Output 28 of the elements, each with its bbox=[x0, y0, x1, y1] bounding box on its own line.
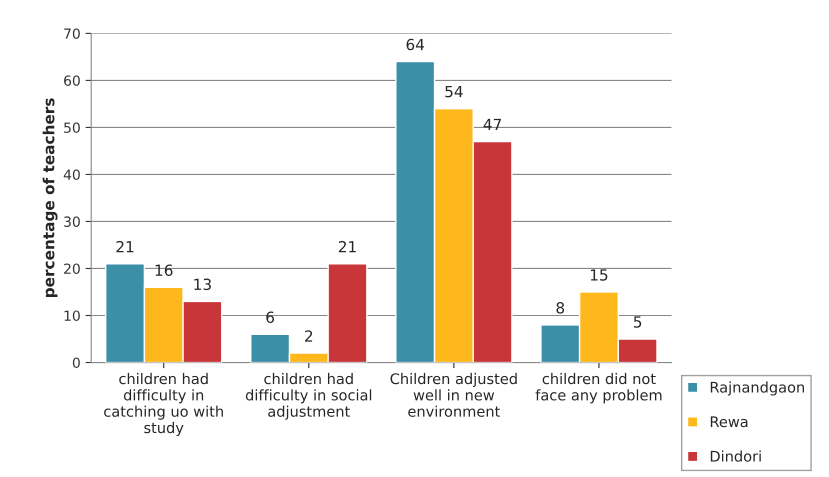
data-label: 16 bbox=[156, 264, 172, 276]
data-label: 5 bbox=[634, 316, 642, 328]
y-axis-title: percentage of teachers bbox=[42, 98, 58, 298]
legend-label: Dindori bbox=[710, 450, 761, 462]
data-label: 21 bbox=[116, 240, 134, 252]
y-tick-label: 0 bbox=[72, 357, 80, 368]
data-label: 47 bbox=[484, 118, 501, 130]
x-tick-label: Children adjusted well in new environment bbox=[390, 372, 517, 417]
y-tick-label: 20 bbox=[64, 263, 80, 274]
data-label: 54 bbox=[445, 86, 463, 98]
x-tick-label: children did not face any problem bbox=[536, 372, 662, 404]
legend-label: Rewa bbox=[710, 416, 748, 428]
data-label: 8 bbox=[556, 302, 564, 314]
data-label: 21 bbox=[338, 240, 356, 252]
x-tick-label: children had difficulty in catching uo with study bbox=[104, 372, 223, 436]
data-label: 13 bbox=[194, 278, 211, 290]
legend-label: Rajnandgaon bbox=[710, 381, 804, 396]
y-tick-label: 50 bbox=[64, 122, 80, 133]
y-tick-label: 40 bbox=[64, 169, 80, 180]
y-tick-label: 70 bbox=[64, 28, 80, 39]
y-tick-label: 60 bbox=[64, 75, 80, 86]
data-label: 2 bbox=[305, 330, 312, 342]
data-label: 64 bbox=[406, 38, 424, 50]
y-tick-label: 10 bbox=[64, 310, 80, 321]
y-tick-label: 30 bbox=[64, 216, 80, 227]
data-label: 6 bbox=[266, 311, 274, 324]
x-tick-label: children had difficulty in social adjustment bbox=[246, 372, 372, 420]
data-label: 15 bbox=[590, 269, 608, 281]
